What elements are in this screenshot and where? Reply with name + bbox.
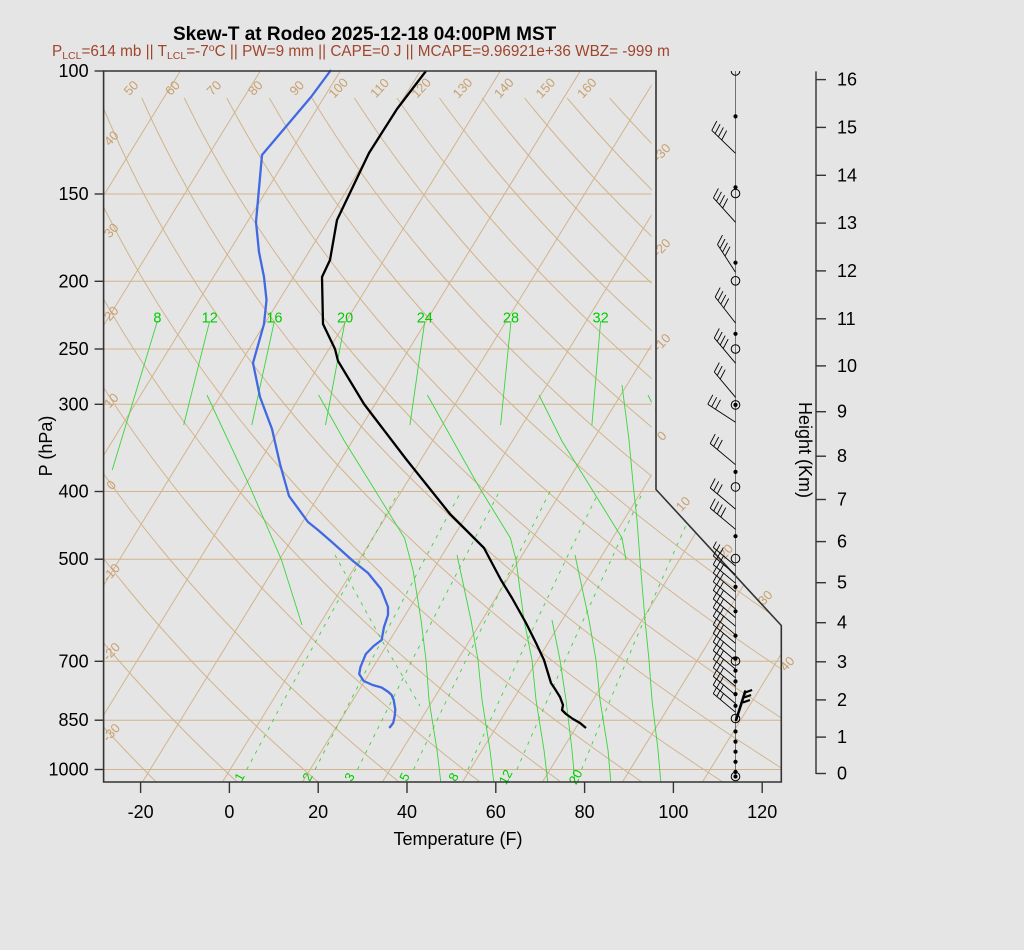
svg-text:3: 3 (837, 652, 847, 672)
svg-text:Skew-T at Rodeo 2025-12-18 04:: Skew-T at Rodeo 2025-12-18 04:00PM MST (173, 24, 557, 45)
svg-text:12: 12 (837, 261, 857, 281)
svg-text:10: 10 (837, 356, 857, 376)
svg-text:Height (Km): Height (Km) (795, 402, 815, 498)
svg-text:700: 700 (59, 651, 89, 671)
svg-text:28: 28 (503, 311, 519, 327)
svg-text:16: 16 (266, 311, 282, 327)
svg-text:8: 8 (153, 311, 161, 327)
svg-text:24: 24 (417, 311, 433, 327)
svg-text:6: 6 (837, 532, 847, 552)
svg-text:Temperature (F): Temperature (F) (393, 829, 522, 849)
svg-text:0: 0 (224, 802, 234, 822)
svg-text:1: 1 (837, 727, 847, 747)
svg-text:150: 150 (59, 184, 89, 204)
svg-text:20: 20 (337, 311, 353, 327)
svg-text:9: 9 (837, 402, 847, 422)
svg-text:40: 40 (397, 802, 417, 822)
svg-text:300: 300 (59, 394, 89, 414)
svg-text:-20: -20 (128, 802, 154, 822)
svg-text:80: 80 (575, 802, 595, 822)
svg-text:12: 12 (202, 311, 218, 327)
svg-text:4: 4 (837, 613, 847, 633)
svg-text:7: 7 (837, 490, 847, 510)
svg-text:15: 15 (837, 117, 857, 137)
svg-text:32: 32 (593, 311, 609, 327)
svg-text:1000: 1000 (49, 760, 89, 780)
svg-text:8: 8 (837, 446, 847, 466)
svg-text:250: 250 (59, 339, 89, 359)
svg-text:0: 0 (837, 764, 847, 784)
svg-text:850: 850 (59, 710, 89, 730)
svg-text:P (hPa): P (hPa) (36, 416, 56, 477)
svg-text:2: 2 (837, 690, 847, 710)
svg-text:100: 100 (658, 802, 688, 822)
svg-text:13: 13 (837, 213, 857, 233)
svg-text:16: 16 (837, 70, 857, 90)
svg-text:60: 60 (486, 802, 506, 822)
svg-text:400: 400 (59, 482, 89, 502)
svg-text:500: 500 (59, 549, 89, 569)
svg-text:200: 200 (59, 271, 89, 291)
svg-text:PLCL=614 mb || TLCL=-7oC || PW: PLCL=614 mb || TLCL=-7oC || PW=9 mm || C… (52, 42, 670, 62)
svg-text:20: 20 (308, 802, 328, 822)
svg-text:100: 100 (59, 61, 89, 81)
svg-text:5: 5 (837, 573, 847, 593)
svg-text:14: 14 (837, 165, 857, 185)
svg-text:11: 11 (837, 309, 856, 329)
svg-text:120: 120 (747, 802, 777, 822)
